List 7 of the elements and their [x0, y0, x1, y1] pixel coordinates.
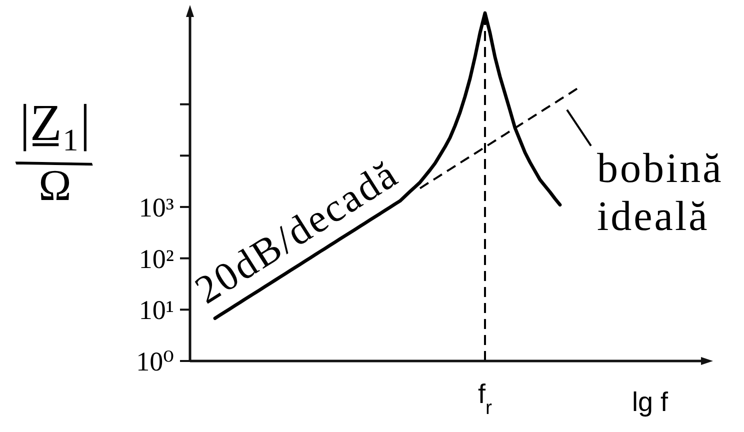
y-tick-label: 10⁰ [136, 346, 174, 376]
legend-label: bobină ideală [597, 146, 736, 240]
y-tick-label: 10² [138, 244, 174, 274]
x-tick-label: f$_{r}$ [478, 379, 493, 419]
x-axis-title: lg f [632, 387, 668, 417]
y-tick-label: 10³ [138, 192, 174, 222]
y-tick-label: 10¹ [138, 295, 174, 326]
